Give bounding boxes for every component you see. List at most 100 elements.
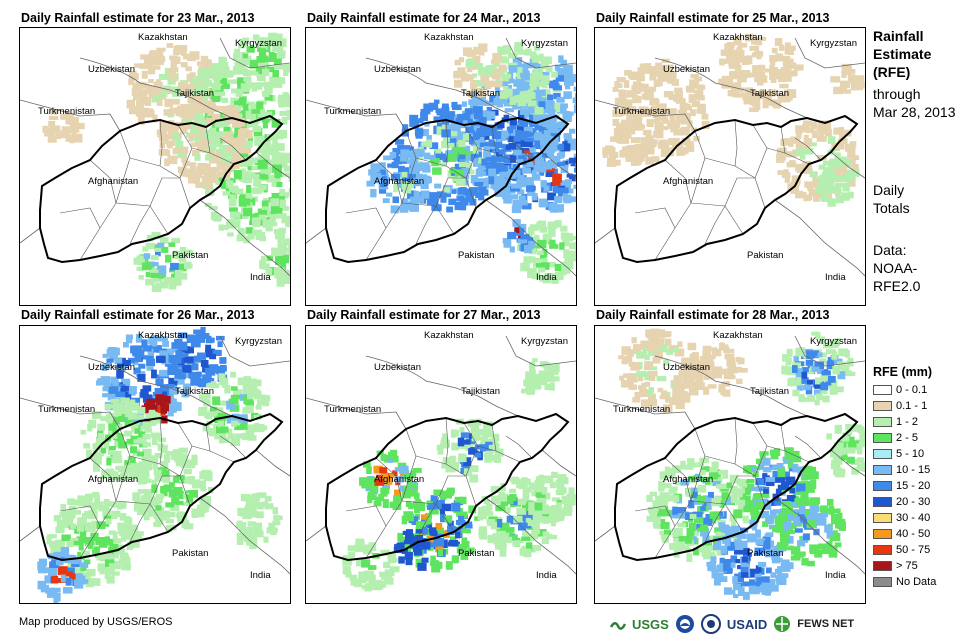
map-label-kazakhstan: Kazakhstan [138,330,188,341]
legend-title: RFE (mm) [873,365,933,379]
map-label-tajikistan: Tajikistan [750,386,790,397]
legend-swatch [873,497,892,507]
legend-swatch [873,433,892,443]
legend-item: 30 - 40 [873,512,930,524]
legend-item: > 75 [873,560,918,572]
side-title: Rainfall Estimate (RFE) [873,27,931,81]
legend-swatch [873,481,892,491]
map-label-tajikistan: Tajikistan [175,88,215,99]
legend-swatch [873,449,892,459]
side-totals-line: Totals [873,200,910,216]
map-label-uzbekistan: Uzbekistan [663,362,710,373]
footer-credit: Map produced by USGS/EROS [19,616,173,628]
side-through-line: through [873,86,921,102]
noaa-seal-icon [675,615,694,633]
legend-swatch [873,577,892,587]
map-label-kazakhstan: Kazakhstan [713,32,763,43]
map-label-kyrgyzstan: Kyrgyzstan [521,38,568,49]
map-label-india: India [536,570,557,581]
map-label-turkmenistan: Turkmenistan [324,404,382,415]
legend-item: 20 - 30 [873,496,930,508]
panel-title-4: Daily Rainfall estimate for 26 Mar., 201… [21,308,255,322]
legend-item: No Data [873,576,936,588]
legend-label: > 75 [896,560,918,572]
usgs-logo: USGS [632,616,669,632]
side-data-line: NOAA- [873,260,918,276]
map-label-afghanistan: Afghanistan [374,176,425,187]
legend-label: 30 - 40 [896,512,931,524]
rainfall-map-1 [20,32,290,293]
usaid-logo: USAID [726,616,768,632]
side-data-source: Data: NOAA- RFE2.0 [873,241,920,295]
rainfall-map-3 [595,33,865,277]
map-label-pakistan: Pakistan [458,250,495,261]
rainfall-map-2 [306,37,576,284]
legend-label: 0.1 - 1 [896,400,928,412]
legend-item: 2 - 5 [873,432,918,444]
side-data-line: RFE2.0 [873,278,921,294]
map-label-kazakhstan: Kazakhstan [424,330,474,341]
rainfall-map-6 [595,328,865,600]
map-label-turkmenistan: Turkmenistan [324,106,382,117]
panel-title-6: Daily Rainfall estimate for 28 Mar., 201… [596,308,830,322]
panel-title-1: Daily Rainfall estimate for 23 Mar., 201… [21,11,255,25]
side-title-line: Estimate [873,46,932,62]
map-label-india: India [250,272,271,283]
map-label-tajikistan: Tajikistan [461,88,501,99]
legend-swatch [873,561,892,571]
map-label-uzbekistan: Uzbekistan [88,362,135,373]
legend-label: 40 - 50 [896,528,931,540]
map-label-kazakhstan: Kazakhstan [138,32,188,43]
map-label-india: India [250,570,271,581]
map-label-afghanistan: Afghanistan [88,176,139,187]
legend-item: 0 - 0.1 [873,384,927,396]
map-label-tajikistan: Tajikistan [175,386,215,397]
legend-item: 15 - 20 [873,480,930,492]
map-label-afghanistan: Afghanistan [663,176,714,187]
map-label-tajikistan: Tajikistan [461,386,501,397]
logo-strip: USGS USAID FEWS NET [610,612,854,636]
map-label-pakistan: Pakistan [747,250,784,261]
map-label-turkmenistan: Turkmenistan [38,106,96,117]
usda-seal-icon [700,614,721,634]
legend-label: 50 - 75 [896,544,931,556]
side-totals-line: Daily [873,182,905,198]
legend-swatch [873,385,892,395]
map-label-kyrgyzstan: Kyrgyzstan [810,336,857,347]
map-label-pakistan: Pakistan [172,548,209,559]
rainfall-map-5 [306,335,576,592]
legend-label: 10 - 15 [896,464,931,476]
legend-item: 10 - 15 [873,464,930,476]
map-label-kyrgyzstan: Kyrgyzstan [235,336,282,347]
map-panel-6: Kazakhstan Kyrgyzstan Uzbekistan Tajikistan… [594,325,866,604]
legend-item: 50 - 75 [873,544,930,556]
map-label-uzbekistan: Uzbekistan [374,64,421,75]
side-title-line: Rainfall [873,28,924,44]
map-panel-3: Kazakhstan Kyrgyzstan Uzbekistan Tajikistan… [594,27,866,306]
map-panel-4: Kazakhstan Kyrgyzstan Uzbekistan Tajikistan… [19,325,291,604]
map-label-kyrgyzstan: Kyrgyzstan [810,38,857,49]
fews-globe-icon [774,616,791,632]
map-label-pakistan: Pakistan [747,548,784,559]
legend-swatch [873,545,892,555]
legend-label: 1 - 2 [896,416,919,428]
legend-item: 5 - 10 [873,448,924,460]
map-label-india: India [825,272,846,283]
panel-title-3: Daily Rainfall estimate for 25 Mar., 201… [596,11,830,25]
side-through: through Mar 28, 2013 [873,85,956,121]
map-label-turkmenistan: Turkmenistan [613,106,671,117]
map-label-turkmenistan: Turkmenistan [38,404,96,415]
side-data-line: Data: [873,242,907,258]
side-through-line: Mar 28, 2013 [873,104,956,120]
legend-swatch [873,513,892,523]
panel-title-5: Daily Rainfall estimate for 27 Mar., 201… [307,308,541,322]
legend-swatch [873,465,892,475]
map-label-india: India [825,570,846,581]
rainfall-map-4 [20,326,290,603]
map-label-pakistan: Pakistan [458,548,495,559]
legend-item: 40 - 50 [873,528,930,540]
map-panel-2: Kazakhstan Kyrgyzstan Uzbekistan Tajikistan… [305,27,577,306]
legend-label: 5 - 10 [896,448,925,460]
legend-swatch [873,401,892,411]
legend-swatch [873,529,892,539]
